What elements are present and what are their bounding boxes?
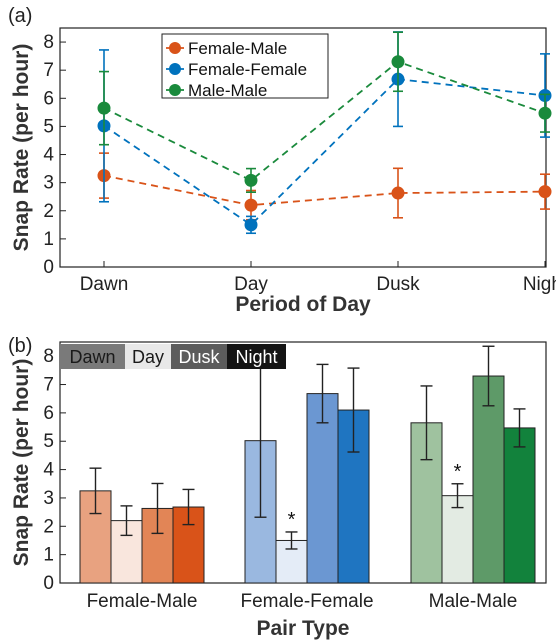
panel-a-y-axis-title: Snap Rate (per hour) [10, 44, 33, 252]
period-legend-box-dusk [171, 344, 227, 369]
period-legend-box-night [227, 344, 286, 369]
series-female-male [97, 152, 552, 221]
significance-star: * [288, 509, 296, 531]
data-point [391, 55, 405, 69]
period-legend-label: Day [132, 347, 164, 367]
period-legend-box-dawn [60, 344, 125, 369]
legend-box [161, 33, 329, 99]
y-tick-label: 2 [43, 516, 54, 537]
panel-b-bars: ** [79, 345, 536, 584]
y-tick-label: 2 [43, 201, 54, 222]
legend-swatch-marker [169, 84, 181, 96]
period-legend-label: Dusk [178, 347, 220, 367]
panel-a-letter: (a) [8, 5, 32, 27]
y-tick-label: 1 [43, 229, 54, 250]
bar-day [441, 495, 474, 584]
x-tick-label: Male-Male [429, 591, 518, 612]
legend-label: Female-Male [188, 39, 287, 58]
series-male-male [97, 31, 552, 194]
y-tick-label: 7 [43, 375, 54, 396]
y-tick-label: 0 [43, 257, 54, 278]
y-tick-label: 8 [43, 32, 54, 53]
bar-dusk [472, 375, 505, 584]
panel-b-y-ticks: 0 1 2 3 4 5 6 7 8 [43, 346, 66, 594]
panel-b-x-ticks: Female-Male Female-Female Male-Male [87, 577, 518, 612]
panel-a-legend: Female-Male Female-Female Male-Male [161, 33, 329, 100]
period-legend-label: Night [235, 347, 277, 367]
legend-swatch-marker [169, 42, 181, 54]
y-tick-label: 5 [43, 431, 54, 452]
x-tick-label: Night [523, 274, 556, 295]
data-point [97, 101, 111, 115]
panel-a-x-axis-title: Period of Day [235, 293, 371, 316]
data-point [391, 186, 405, 200]
legend-label: Male-Male [188, 81, 267, 100]
legend-swatch-marker [169, 63, 181, 75]
bar-night [503, 427, 536, 584]
bar-group-male-male: * [410, 345, 536, 584]
y-tick-label: 5 [43, 116, 54, 137]
bar-group-female-female: * [244, 363, 370, 584]
panel-b-letter: (b) [8, 335, 32, 357]
y-tick-label: 3 [43, 173, 54, 194]
y-tick-label: 6 [43, 403, 54, 424]
panel-b-x-axis-title: Pair Type [257, 617, 350, 640]
y-tick-label: 4 [43, 145, 54, 166]
period-legend-box-day [125, 344, 171, 369]
y-tick-label: 4 [43, 460, 54, 481]
panel-a-series [97, 31, 552, 235]
data-point [244, 198, 258, 212]
bar-night [337, 409, 370, 584]
significance-star: * [454, 461, 462, 483]
panel-b-y-axis-title: Snap Rate (per hour) [10, 359, 33, 567]
y-tick-label: 7 [43, 60, 54, 81]
x-tick-label: Dawn [80, 274, 129, 295]
y-tick-label: 6 [43, 88, 54, 109]
series-line [103, 78, 546, 226]
data-point [538, 106, 552, 120]
panel-a-x-ticks: Dawn Day Dusk Night [80, 261, 556, 295]
x-tick-label: Day [234, 274, 268, 295]
panel-a-y-ticks: 0 1 2 3 4 5 6 7 8 [43, 32, 66, 278]
y-tick-label: 3 [43, 488, 54, 509]
panel-a-line-chart: (a) 0 1 2 3 4 5 6 7 8 Dawn Day Dusk Night Period of… [8, 5, 556, 316]
data-point [244, 218, 258, 232]
x-tick-label: Female-Male [87, 591, 198, 612]
y-tick-label: 0 [43, 573, 54, 594]
y-tick-label: 8 [43, 346, 54, 367]
data-point [538, 185, 552, 199]
panel-b-period-legend: Dawn Day Dusk Night [60, 344, 286, 369]
series-line [103, 60, 546, 182]
period-legend-label: Dawn [69, 347, 115, 367]
legend-label: Female-Female [188, 60, 307, 79]
x-tick-label: Female-Female [240, 591, 373, 612]
data-point [244, 173, 258, 187]
x-tick-label: Dusk [376, 274, 420, 295]
panel-a-axes-frame [59, 27, 547, 268]
series-line [103, 174, 546, 207]
bar-group-female-male [79, 467, 205, 584]
y-tick-label: 1 [43, 545, 54, 566]
panel-b-bar-chart: (b) 0 1 2 3 4 5 6 7 8 Female-Male Female-Female Ma… [8, 335, 547, 640]
